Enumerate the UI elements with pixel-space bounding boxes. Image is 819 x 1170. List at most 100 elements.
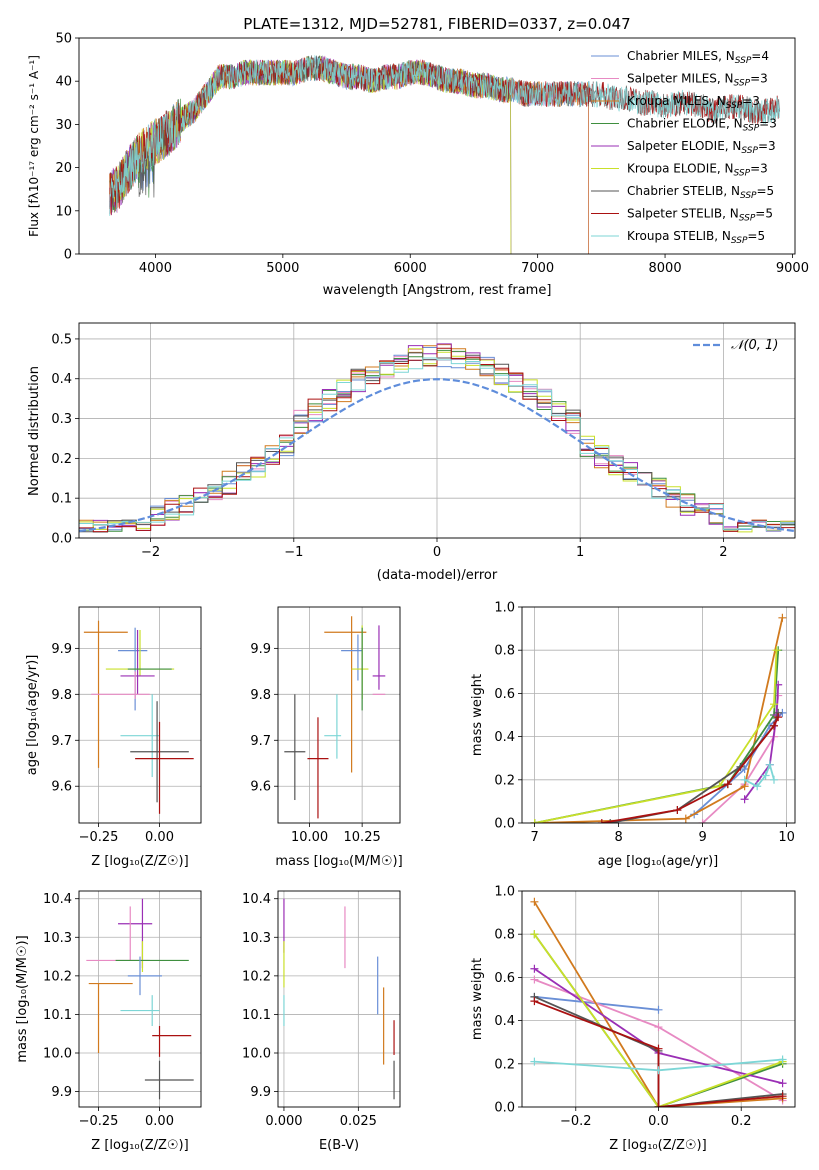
y-tick-label: 1.0 (494, 885, 515, 900)
axes-frame (521, 606, 796, 824)
spectrum-xlabel: wavelength [Angstrom, rest frame] (323, 283, 552, 298)
y-tick-label: 10 (55, 204, 72, 219)
x-tick-label: 5000 (266, 261, 299, 276)
x-tick-label: 6000 (394, 261, 427, 276)
y-tick-label: 0.8 (494, 928, 515, 943)
plus-marker (530, 897, 539, 906)
axes-frame (78, 37, 796, 255)
x-tick-label: −0.2 (560, 1114, 592, 1129)
spectrum-panel: PLATE=1312, MJD=52781, FIBERID=0337, z=0… (27, 15, 809, 298)
y-tick-label: 10.4 (242, 892, 271, 907)
y-tick-label: 9.7 (250, 734, 271, 749)
y-tick-label: 0.6 (494, 687, 515, 702)
legend-label: Chabrier ELODIE, NSSP=3 (627, 117, 777, 134)
plus-marker (654, 1103, 663, 1107)
y-tick-label: 20 (55, 161, 72, 176)
y-tick-label: 9.6 (250, 780, 271, 795)
y-tick-label: 0.4 (494, 1014, 515, 1029)
z-massweight-axes: −0.2 0.0 0.2 0.0 0.2 0.4 0.6 0.8 1.0 (494, 885, 796, 1129)
x-tick-label: 0.0 (648, 1114, 669, 1129)
y-tick-label: 10.3 (242, 931, 271, 946)
mass-weight-line (534, 1000, 783, 1107)
legend-label: Chabrier STELIB, NSSP=5 (627, 184, 774, 201)
plus-marker (770, 700, 778, 709)
x-tick-label: 10.00 (291, 830, 328, 845)
plus-marker (761, 771, 770, 780)
y-tick-label: 0.8 (494, 644, 515, 659)
plus-marker (698, 819, 707, 823)
y-tick-label: 0.2 (494, 1057, 515, 1072)
x-tick-label: −0.25 (79, 1114, 119, 1129)
y-tick-label: 0.4 (51, 372, 72, 387)
mass-weight-line (534, 650, 778, 823)
legend-subscript: SSP (735, 56, 752, 66)
legend-value: =5 (755, 207, 773, 221)
z-mass-panel: −0.25 0.00 9.9 10.0 10.1 10.2 10.3 10.4 Z [log₁… (15, 890, 202, 1153)
legend-subscript: SSP (739, 214, 756, 224)
plot-area (79, 343, 795, 533)
x-tick-label: 0 (433, 545, 441, 560)
legend-subscript: SSP (740, 191, 757, 201)
axes-frame (521, 890, 796, 1108)
plot-area (284, 616, 386, 819)
plus-marker (778, 1092, 787, 1101)
x-tick-label: 9000 (776, 261, 809, 276)
plus-marker (740, 765, 749, 773)
spectrum-line (109, 54, 781, 216)
legend-label: Salpeter ELODIE, NSSP=3 (627, 139, 776, 156)
age-massweight-panel: 7 8 9 10 0.0 0.2 0.4 0.6 0.8 1.0 age [log₁₀(age/y… (470, 601, 796, 869)
plus-marker (772, 646, 781, 655)
z-age-xlabel: Z [log₁₀(Z/Z☉)] (91, 854, 188, 869)
axes-frame (277, 606, 401, 824)
legend-subscript: SSP (741, 146, 758, 156)
spectrum-axes: 4000 5000 6000 7000 8000 9000 0 10 20 30 40 50 Chabr… (55, 32, 809, 277)
legend-value: =3 (758, 139, 776, 153)
y-tick-label: 0.1 (51, 492, 72, 507)
legend-value: =3 (750, 72, 768, 86)
plus-marker (778, 1079, 787, 1088)
x-tick-label: 0.000 (265, 1114, 302, 1129)
plus-marker (530, 964, 539, 973)
z-massweight-xlabel: Z [log₁₀(Z/Z☉)] (609, 1138, 706, 1153)
x-tick-label: 2 (719, 545, 727, 560)
y-tick-label: 0.2 (494, 773, 515, 788)
y-tick-label: 30 (55, 118, 72, 133)
spectrum-ylabel: Flux [fλ10⁻¹⁷ erg cm⁻² s⁻¹ A⁻¹] (27, 55, 41, 237)
axes-frame (78, 606, 202, 824)
legend-subscript: SSP (726, 101, 743, 111)
plus-marker (530, 1057, 539, 1066)
legend-label: Kroupa ELODIE, NSSP=3 (627, 162, 768, 179)
histogram-line (79, 347, 795, 533)
x-tick-label: 10.25 (344, 830, 381, 845)
x-tick-label: −1 (284, 545, 303, 560)
ebv-mass-xlabel: E(B-V) (319, 1138, 359, 1153)
x-tick-label: 8000 (649, 261, 682, 276)
axes-frame (78, 890, 202, 1108)
plus-marker (765, 760, 774, 769)
plus-marker (530, 997, 539, 1006)
x-tick-label: 0.025 (340, 1114, 377, 1129)
legend-subscript: SSP (734, 169, 751, 179)
x-tick-label: 10 (778, 830, 795, 845)
y-tick-label: 10.3 (43, 931, 72, 946)
x-tick-label: 0.2 (731, 1114, 752, 1129)
z-age-panel: −0.25 0.00 9.6 9.7 9.8 9.9 Z [log₁₀(Z/Z☉)] ag… (25, 606, 202, 869)
plot-area (86, 898, 194, 1100)
x-tick-label: 7 (530, 830, 538, 845)
x-tick-label: 0.00 (145, 1114, 174, 1129)
legend-value: =4 (751, 49, 769, 63)
plus-marker (778, 1055, 787, 1064)
y-tick-label: 9.9 (250, 1085, 271, 1100)
plot-area (530, 897, 787, 1107)
legend-subscript: SSP (731, 236, 748, 246)
y-tick-label: 9.9 (51, 1085, 72, 1100)
plus-marker (740, 795, 749, 804)
age-massweight-axes: 7 8 9 10 0.0 0.2 0.4 0.6 0.8 1.0 (494, 601, 796, 845)
legend-subscript: SSP (743, 124, 760, 134)
ebv-mass-panel: 0.000 0.025 9.9 10.0 10.1 10.2 10.3 10.4 E(B-V) (242, 890, 401, 1153)
legend-value: =3 (742, 94, 760, 108)
y-tick-label: 10.1 (242, 1008, 271, 1023)
plot-area (83, 620, 194, 814)
